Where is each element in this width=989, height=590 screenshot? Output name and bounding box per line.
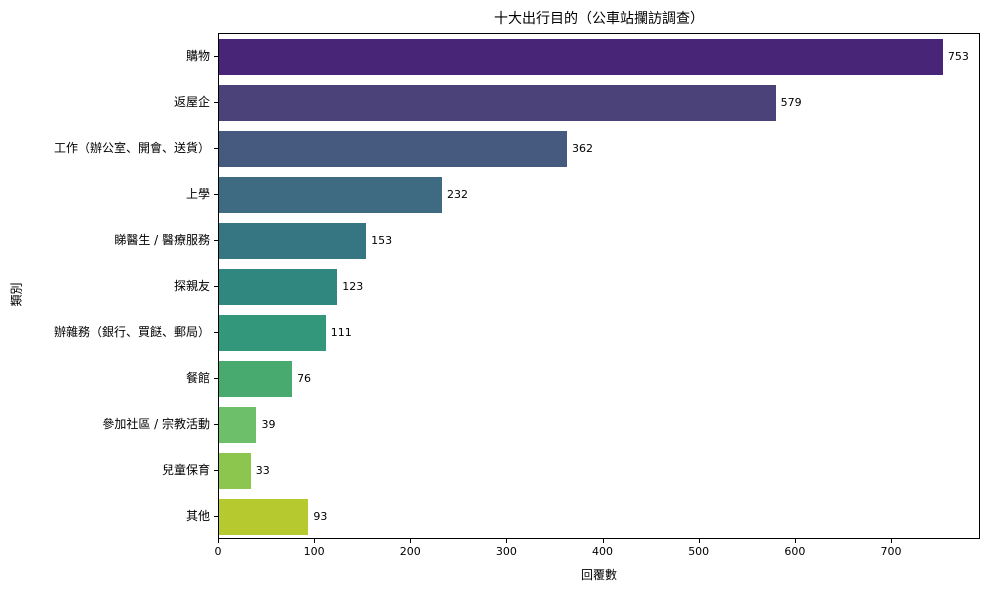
y-tick-label: 其他: [185, 509, 210, 523]
bar: [219, 268, 338, 306]
y-tick-label: 睇醫生 / 醫療服務: [114, 233, 210, 247]
y-tick-label: 參加社區 / 宗教活動: [102, 417, 210, 431]
bar: [219, 452, 251, 490]
y-tick: [214, 148, 218, 149]
y-tick: [214, 470, 218, 471]
y-tick: [214, 240, 218, 241]
bar: [219, 38, 943, 76]
x-tick-label: 200: [399, 545, 421, 558]
bar-value-label: 753: [947, 50, 969, 63]
x-tick: [794, 539, 796, 543]
y-tick: [214, 378, 218, 379]
x-tick-label: 500: [688, 545, 710, 558]
bar-value-label: 362: [572, 142, 594, 155]
bar-value-label: 153: [371, 234, 393, 247]
y-tick-label: 上學: [185, 187, 210, 201]
y-tick: [214, 194, 218, 195]
y-tick: [214, 424, 218, 425]
bar-value-label: 111: [330, 326, 352, 339]
y-tick-label: 兒童保育: [161, 463, 210, 477]
bar: [219, 176, 443, 214]
y-tick: [214, 516, 218, 517]
bar-value-label: 93: [313, 510, 328, 523]
x-tick-label: 0: [214, 545, 222, 558]
x-tick: [506, 539, 508, 543]
plot-area: 753 579 362 232 153 123 111 76 39 33 93: [218, 33, 980, 539]
y-tick: [214, 286, 218, 287]
bar-value-label: 579: [780, 96, 802, 109]
x-tick-label: 100: [303, 545, 325, 558]
y-tick-label: 餐館: [185, 371, 210, 385]
y-tick-label: 返屋企: [173, 95, 210, 109]
x-tick-label: 700: [880, 545, 902, 558]
chart-title: 十大出行目的（公車站攔訪調查）: [494, 11, 704, 27]
bar: [219, 314, 326, 352]
y-tick: [214, 102, 218, 103]
x-tick-label: 300: [495, 545, 517, 558]
bar-value-label: 123: [342, 280, 364, 293]
x-tick: [218, 539, 219, 543]
bar: [219, 406, 257, 444]
bar-value-label: 232: [447, 188, 469, 201]
x-tick-label: 400: [592, 545, 614, 558]
x-tick-label: 600: [784, 545, 806, 558]
x-axis-title: 回覆數: [580, 568, 617, 582]
bar-value-label: 33: [255, 464, 270, 477]
x-tick: [602, 539, 604, 543]
bar: [219, 222, 367, 260]
bar-value-label: 39: [261, 418, 276, 431]
bar-value-label: 76: [297, 372, 312, 385]
y-tick: [214, 56, 218, 57]
bar: [219, 360, 293, 398]
x-tick: [698, 539, 700, 543]
y-axis-title: 類別: [9, 282, 24, 307]
x-tick: [314, 539, 316, 543]
y-tick-label: 辦雜務（銀行、買餸、郵局）: [53, 325, 210, 339]
y-tick-label: 探親友: [173, 279, 210, 293]
bar: [219, 498, 309, 536]
y-tick: [214, 332, 218, 333]
y-tick-label: 購物: [185, 49, 210, 63]
bar: [219, 130, 568, 168]
bar: [219, 84, 776, 122]
x-tick: [410, 539, 412, 543]
y-tick-label: 工作（辦公室、開會、送貨）: [53, 141, 210, 155]
x-tick: [890, 539, 892, 543]
